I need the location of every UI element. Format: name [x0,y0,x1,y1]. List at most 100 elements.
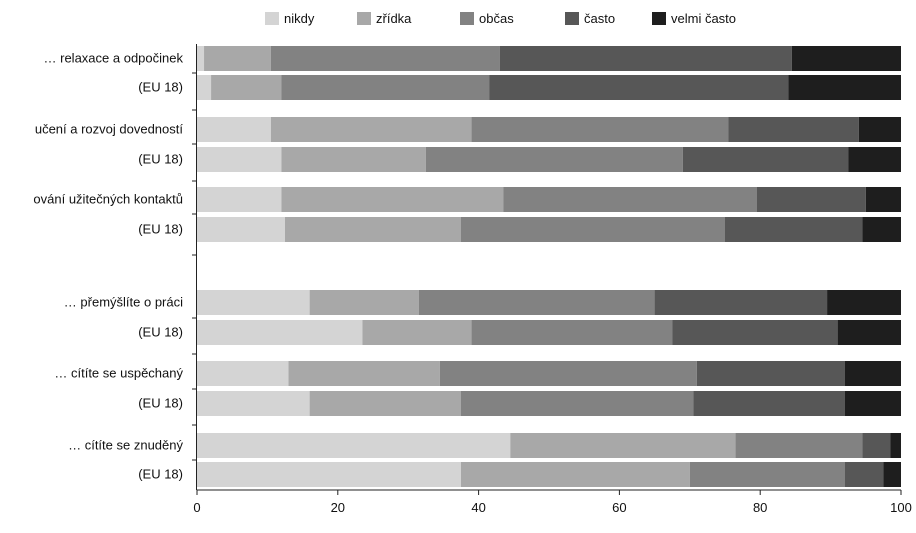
bar-row [197,147,901,172]
category-label: (EU 18) [138,396,183,411]
legend-swatch [460,12,474,25]
bar-segment [281,75,490,100]
bar-segment [890,433,901,458]
bar-segment [197,361,289,386]
legend-item: velmi často [652,11,736,26]
bar-segment [844,361,901,386]
bar-segment [503,187,757,212]
category-labels: … relaxace a odpočinek (EU 18) učení a roz… [33,51,183,482]
bar-segment [461,217,725,242]
bar-segment [439,361,697,386]
bar-segment [883,462,901,487]
bar-segment [499,46,792,71]
bar-segment [672,320,838,345]
legend-label: často [584,11,615,26]
legend-item: občas [460,11,514,26]
bar-segment [489,75,789,100]
bar-segment [285,217,461,242]
bar-segment [197,290,310,315]
category-label: … přemýšlíte o práci [64,295,183,310]
legend-label: zřídka [376,11,412,26]
bar-segment [197,391,310,416]
bar-segment [791,46,901,71]
bar-segment [309,290,419,315]
bar-row [197,391,901,416]
bar-row [197,433,901,458]
bar-row [197,361,901,386]
x-tick-label: 40 [471,500,485,515]
bar-segment [682,147,849,172]
x-tick-label: 0 [193,500,200,515]
bar-row [197,290,901,315]
bar-row [197,75,901,100]
bar-segment [197,433,511,458]
legend-swatch [265,12,279,25]
bar-row [197,462,901,487]
bar-segment [689,462,845,487]
bar-segment [270,117,472,142]
legend-label: velmi často [671,11,736,26]
bar-segment [471,117,729,142]
bar-segment [461,462,690,487]
bar-segment [197,46,205,71]
bar-row [197,117,901,142]
bar-segment [756,187,866,212]
bar-segment [788,75,901,100]
bar-segment [197,147,282,172]
legend-label: nikdy [284,11,315,26]
bar-row [197,187,901,212]
bar-segment [197,187,282,212]
legend: nikdy zřídka občas často velmi často [265,11,736,26]
legend-swatch [565,12,579,25]
legend-item: často [565,11,615,26]
category-label: ování užitečných kontaktů [33,192,183,207]
bar-segment [362,320,472,345]
bar-segment [309,391,461,416]
bar-segment [270,46,500,71]
bar-segment [848,147,901,172]
bar-segment [288,361,440,386]
bar-segment [471,320,673,345]
bar-segment [862,217,901,242]
bar-segment [735,433,863,458]
bar-segment [204,46,271,71]
bars [192,46,901,487]
category-label: (EU 18) [138,80,183,95]
legend-swatch [652,12,666,25]
legend-label: občas [479,11,514,26]
bar-segment [696,361,845,386]
bar-segment [281,147,426,172]
category-label: … cítíte se uspěchaný [54,366,183,381]
bar-segment [654,290,828,315]
bar-segment [844,391,901,416]
x-tick-label: 60 [612,500,626,515]
category-label: (EU 18) [138,467,183,482]
bar-row [197,46,901,71]
x-tick-label: 80 [753,500,767,515]
legend-item: nikdy [265,11,315,26]
bar-row [197,320,901,345]
x-axis: 0 20 40 60 80 100 [193,44,912,515]
x-tick-label: 100 [890,500,912,515]
category-label: učení a rozvoj dovedností [35,122,184,137]
category-label: (EU 18) [138,325,183,340]
bar-segment [862,433,891,458]
bar-segment [844,462,884,487]
bar-segment [858,117,901,142]
bar-row [197,217,901,242]
bar-segment [865,187,901,212]
bar-segment [197,75,212,100]
bar-segment [461,391,694,416]
bar-segment [425,147,683,172]
category-label: … relaxace a odpočinek [44,51,184,66]
bar-segment [827,290,901,315]
bar-segment [197,117,271,142]
bar-segment [418,290,655,315]
bar-segment [510,433,736,458]
bar-segment [837,320,901,345]
x-tick-label: 20 [331,500,345,515]
category-label: (EU 18) [138,222,183,237]
bar-segment [281,187,504,212]
bar-segment [211,75,282,100]
